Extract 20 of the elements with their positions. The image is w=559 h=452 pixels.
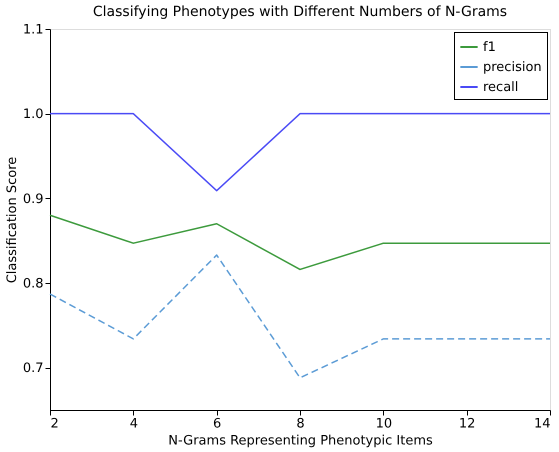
line-series [49, 214, 551, 270]
y-tick-label: 1.1 [22, 22, 44, 38]
x-tick-label: 4 [130, 416, 138, 432]
x-tick-label: 6 [213, 416, 222, 432]
y-axis-title: Classification Score [4, 156, 20, 284]
x-tick-label: 14 [534, 416, 550, 432]
x-tick-label: 10 [376, 416, 392, 432]
x-tick-label: 12 [458, 416, 476, 432]
legend-label: precision [483, 60, 542, 75]
x-tick-label: 2 [50, 416, 59, 432]
y-tick-label: 0.7 [22, 361, 44, 376]
x-tick-label: 8 [296, 416, 305, 432]
legend-label: f1 [483, 40, 496, 55]
y-tick-label: 0.8 [22, 276, 44, 292]
y-tick-label: 1.0 [22, 107, 44, 122]
legend-label: recall [483, 80, 518, 95]
x-axis-title: N-Grams Representing Phenotypic Items [168, 434, 433, 448]
y-tick-label: 0.9 [22, 192, 44, 207]
line-series [49, 254, 551, 379]
chart-title: Classifying Phenotypes with Different Numbers of N-Grams [92, 4, 508, 20]
